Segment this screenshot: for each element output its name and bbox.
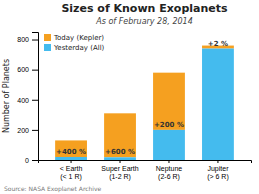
tick-label-line: (< 1 R) — [60, 173, 82, 181]
tick: Super Earth(1-2 R) — [101, 160, 138, 181]
tick-label-line: (2-6 R) — [158, 173, 180, 181]
tick-mark — [168, 160, 169, 163]
annotation: +400 % — [56, 148, 86, 156]
chart: Sizes of Known Exoplanets As of February … — [0, 0, 259, 194]
tick: Jupiter(> 6 R) — [207, 160, 229, 181]
tick-label: < Earth(< 1 R) — [60, 165, 83, 181]
tick-label: 800 — [17, 36, 29, 43]
legend-item: Today (Kepler) — [44, 34, 104, 42]
legend: Today (Kepler) Yesterday (All) — [44, 34, 105, 52]
plot: 0 200 400 600 800 < Earth(< 1 R) Super Earth(1… — [17, 33, 251, 181]
annotations: +400 % +600 % +200 % +2 % — [56, 40, 228, 157]
legend-swatch — [44, 44, 51, 51]
legend-label: Yesterday (All) — [53, 44, 105, 52]
tick-label: 0 — [25, 157, 29, 164]
bar — [104, 157, 136, 160]
title: Sizes of Known Exoplanets — [61, 2, 228, 15]
source: Source: NASA Exoplanet Archive — [4, 185, 102, 193]
annotation: +200 % — [154, 121, 184, 129]
tick: 0 — [25, 157, 38, 164]
bar — [104, 113, 136, 157]
tick-label-line: (1-2 R) — [109, 173, 131, 181]
axis-line — [39, 161, 252, 164]
tick-label-line: (> 6 R) — [207, 173, 229, 181]
tick-mark — [32, 40, 38, 41]
tick: 200 — [17, 127, 38, 134]
tick-label: 400 — [17, 97, 29, 104]
tick-mark — [32, 100, 38, 101]
tick-label: Super Earth(1-2 R) — [101, 165, 138, 181]
bar — [55, 140, 87, 157]
legend-item: Yesterday (All) — [44, 44, 105, 52]
y-axis-title: Number of Planets — [2, 59, 11, 133]
bar — [202, 49, 234, 160]
bars — [55, 46, 234, 160]
tick: 400 — [17, 97, 38, 104]
bar — [153, 73, 185, 130]
tick: < Earth(< 1 R) — [60, 160, 83, 181]
x-axis: < Earth(< 1 R) Super Earth(1-2 R) Neptune(… — [39, 160, 252, 181]
tick-label: Jupiter(> 6 R) — [207, 165, 229, 181]
tick-mark — [217, 160, 218, 163]
tick: Neptune(2-6 R) — [156, 160, 183, 181]
tick-label-line: < Earth — [60, 165, 83, 172]
legend-label: Today (Kepler) — [53, 34, 104, 42]
subtitle: As of February 28, 2014 — [95, 17, 193, 26]
tick-mark — [71, 160, 72, 163]
bar — [153, 130, 185, 160]
annotation: +600 % — [105, 148, 135, 156]
tick-label: 600 — [17, 66, 29, 73]
legend-swatch — [44, 34, 51, 41]
tick-mark — [32, 130, 38, 131]
tick-mark — [32, 160, 38, 161]
tick-label: Neptune(2-6 R) — [156, 165, 183, 181]
bar — [55, 157, 87, 160]
tick-label: 200 — [17, 127, 29, 134]
tick-mark — [32, 70, 38, 71]
series — [55, 49, 234, 160]
tick: 800 — [17, 36, 38, 43]
y-axis: 0 200 400 600 800 — [17, 33, 38, 164]
axis-line — [32, 33, 39, 161]
tick-mark — [120, 160, 121, 163]
tick: 600 — [17, 66, 38, 73]
annotation: +2 % — [208, 40, 228, 48]
